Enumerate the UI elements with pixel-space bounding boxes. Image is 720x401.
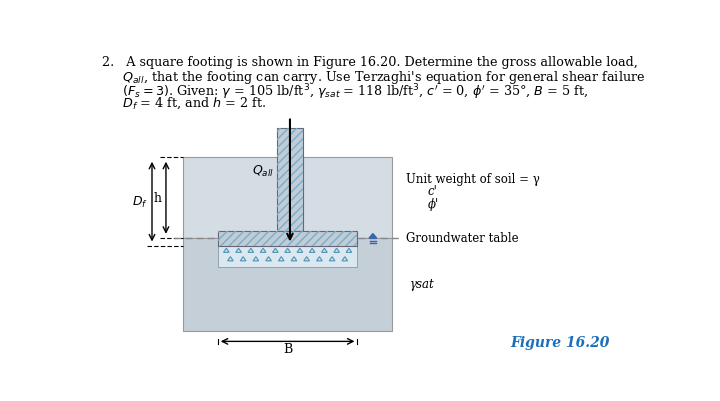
Text: h: h [154,192,162,205]
Polygon shape [369,234,377,239]
Bar [276,129,303,231]
Text: Groundwater table: Groundwater table [406,231,519,244]
Bar [183,239,392,331]
Text: ϕ': ϕ' [428,197,439,210]
Text: Figure 16.20: Figure 16.20 [510,335,609,349]
Text: c': c' [428,185,438,198]
Text: $Q_{all}$: $Q_{all}$ [253,164,274,178]
Bar [218,246,357,267]
Text: $(F_s = 3)$. Given: $\gamma$ = 105 lb/ft$^3$, $\gamma_{sat}$ = 118 lb/ft$^3$, $c: $(F_s = 3)$. Given: $\gamma$ = 105 lb/ft… [102,82,588,101]
Text: $D_f$: $D_f$ [132,194,148,210]
Text: $D_f$ = 4 ft, and $h$ = 2 ft.: $D_f$ = 4 ft, and $h$ = 2 ft. [102,95,266,110]
Text: Unit weight of soil = γ: Unit weight of soil = γ [406,172,540,186]
Bar [276,129,303,231]
Bar [218,231,357,246]
Bar [183,158,392,239]
Bar [218,231,357,246]
Text: B: B [283,342,292,355]
Text: γsat: γsat [410,277,435,290]
Text: 2.   A square footing is shown in Figure 16.20. Determine the gross allowable lo: 2. A square footing is shown in Figure 1… [102,56,637,69]
Text: $Q_{all}$, that the footing can carry. Use Terzaghi's equation for general shear: $Q_{all}$, that the footing can carry. U… [102,69,645,86]
